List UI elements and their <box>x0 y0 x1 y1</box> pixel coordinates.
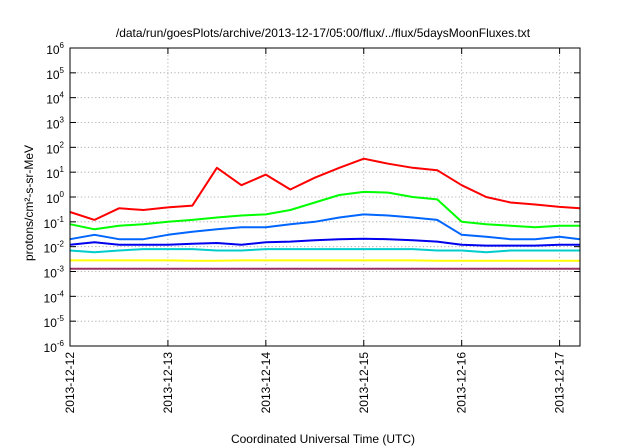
y-tick-label: 105 <box>46 66 64 82</box>
x-tick-label: 2013-12-16 <box>455 352 469 414</box>
chart-title: /data/run/goesPlots/archive/2013-12-17/0… <box>116 26 531 40</box>
series-line-5 <box>69 248 580 254</box>
y-tick-label: 10-4 <box>44 289 65 305</box>
series-line-4 <box>69 237 580 247</box>
series-line-3 <box>69 213 581 241</box>
y-tick-label: 100 <box>46 190 64 206</box>
y-tick-label: 104 <box>46 91 64 107</box>
axis-ticks: 10-6 10-5 10-4 10-3 10-2 10-1 100 101 102 103 104 1… <box>44 41 580 413</box>
y-tick-label: 106 <box>46 41 64 57</box>
x-tick-label: 2013-12-14 <box>259 352 273 414</box>
series-line-1 <box>69 157 581 221</box>
x-axis-label: Coordinated Universal Time (UTC) <box>231 432 415 446</box>
series-line-2 <box>69 190 580 231</box>
x-tick-label: 2013-12-12 <box>63 352 77 414</box>
y-tick-label: 101 <box>46 165 64 181</box>
y-tick-label: 10-2 <box>44 240 65 256</box>
y-tick-label: 10-3 <box>44 265 65 281</box>
series-lines <box>69 157 581 270</box>
y-tick-label: 10-5 <box>44 314 65 330</box>
y-tick-label: 102 <box>46 140 64 156</box>
x-tick-label: 2013-12-13 <box>161 352 175 414</box>
y-tick-label: 10-1 <box>44 215 65 231</box>
y-axis-label: protons/cm²-s-sr-MeV <box>22 145 36 261</box>
grid <box>70 48 580 346</box>
x-tick-label: 2013-12-17 <box>553 352 567 414</box>
y-tick-label: 10-6 <box>44 339 65 355</box>
x-tick-label: 2013-12-15 <box>357 352 371 414</box>
y-tick-label: 103 <box>46 116 64 132</box>
